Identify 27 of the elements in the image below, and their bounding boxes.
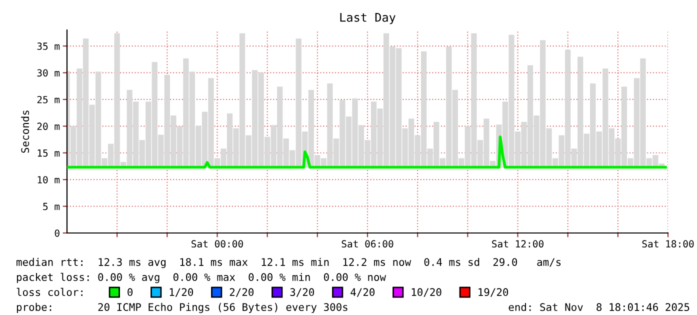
legend-label: 2/20 bbox=[230, 288, 254, 297]
y-tick-label: 20 m bbox=[37, 122, 60, 130]
chart-title: Last Day bbox=[340, 13, 396, 24]
text: packet loss: 0.00 % avg 0.00 % max 0.00 % min 0.00 % now bbox=[16, 272, 386, 284]
legend-title: loss color: bbox=[16, 288, 82, 296]
y-tick-label: 5 m bbox=[43, 202, 60, 210]
line-series bbox=[67, 135, 667, 169]
y-tick-label: 30 m bbox=[37, 69, 60, 77]
legend-label: 3/20 bbox=[290, 288, 314, 297]
x-tick-label: Sat 06:00 bbox=[342, 240, 394, 248]
x-tick-label: Sat 18:00 bbox=[642, 240, 694, 248]
legend-label: 0 bbox=[128, 288, 133, 296]
y-tick-label: 15 m bbox=[38, 150, 60, 157]
legend-label: 4/20 bbox=[350, 288, 375, 297]
x-tick-label: Sat 00:00 bbox=[192, 240, 243, 248]
legend-label: 1/20 bbox=[170, 288, 194, 297]
text: end: Sat Nov 8 18:01:46 2025 bbox=[508, 302, 690, 312]
y-tick-label: 0 bbox=[54, 230, 60, 237]
legend-label: 10/20 bbox=[412, 288, 442, 297]
legend-label: 19/20 bbox=[478, 288, 508, 297]
x-tick-label: Sat 12:00 bbox=[492, 240, 544, 248]
text: probe: 20 ICMP Echo Pings (56 Bytes) every 300s bbox=[16, 302, 348, 314]
y-tick-label: 10 m bbox=[38, 176, 60, 184]
y-tick-label: 35 m bbox=[37, 42, 60, 50]
text: median rtt: 12.3 ms avg 18.1 ms max 12.1 ms min 12.2 ms now 0.4 ms sd 29.0 am/s bbox=[16, 258, 561, 268]
y-axis-title: Seconds bbox=[21, 110, 30, 153]
y-tick-label: 25 m bbox=[37, 96, 60, 104]
